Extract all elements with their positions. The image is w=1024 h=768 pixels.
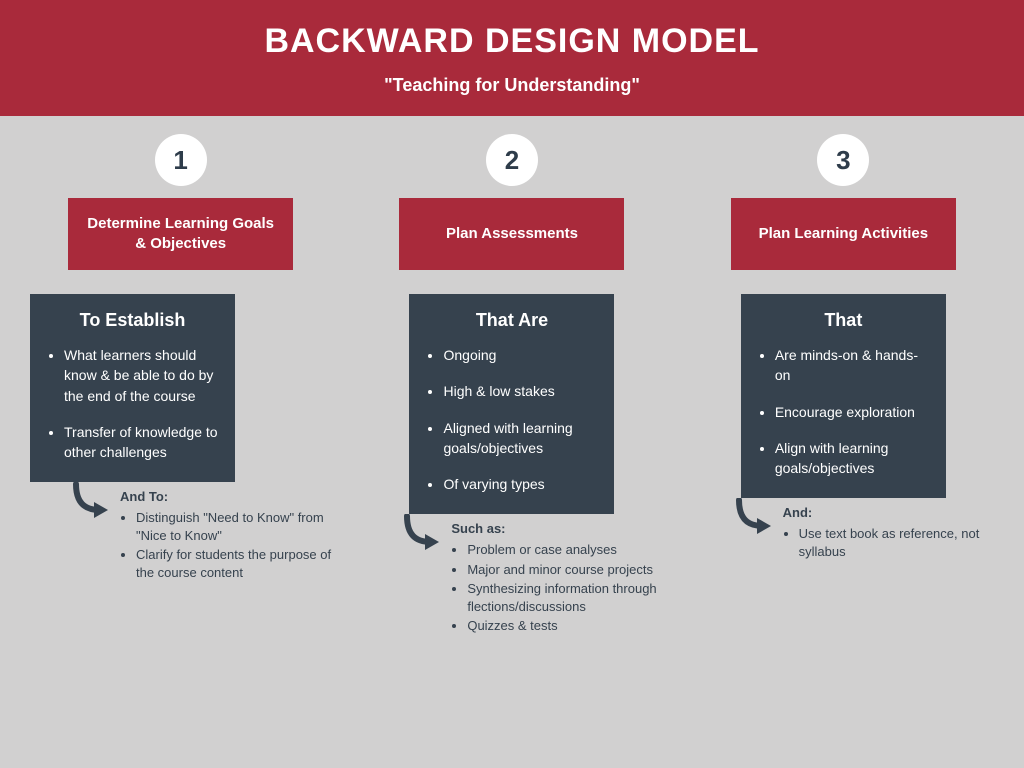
footer-block: And: Use text book as reference, not syl… — [693, 504, 994, 562]
footer-text: And To: Distinguish "Need to Know" from … — [120, 488, 331, 583]
page-title: BACKWARD DESIGN MODEL — [0, 22, 1024, 61]
detail-list: What learners should know & be able to d… — [46, 345, 219, 462]
page-subtitle: "Teaching for Understanding" — [0, 75, 1024, 96]
footer-lead: And To: — [120, 488, 331, 506]
detail-box: That Are minds-on & hands-on Encourage e… — [741, 294, 946, 498]
step-title: Plan Learning Activities — [731, 198, 956, 270]
list-item: Are minds-on & hands-on — [775, 345, 930, 386]
list-item: Quizzes & tests — [467, 617, 662, 635]
arrow-icon — [733, 498, 777, 538]
column-3: 3 Plan Learning Activities That Are mind… — [693, 134, 994, 637]
footer-text: Such as: Problem or case analyses Major … — [451, 520, 662, 636]
detail-list: Are minds-on & hands-on Encourage explor… — [757, 345, 930, 478]
step-title: Plan Assessments — [399, 198, 624, 270]
footer-lead: Such as: — [451, 520, 662, 538]
arrow-icon — [70, 482, 114, 522]
step-number-badge: 3 — [817, 134, 869, 186]
footer-list: Problem or case analyses Major and minor… — [451, 541, 662, 635]
footer-block: Such as: Problem or case analyses Major … — [361, 520, 662, 636]
footer-text: And: Use text book as reference, not syl… — [783, 504, 994, 562]
detail-heading: That Are — [425, 310, 598, 331]
list-item: Align with learning goals/objectives — [775, 438, 930, 479]
detail-list: Ongoing High & low stakes Aligned with l… — [425, 345, 598, 494]
list-item: Synthesizing information through flectio… — [467, 580, 662, 615]
list-item: Use text book as reference, not syllabus — [799, 525, 994, 560]
header: BACKWARD DESIGN MODEL "Teaching for Unde… — [0, 0, 1024, 116]
detail-box: To Establish What learners should know &… — [30, 294, 235, 482]
list-item: Distinguish "Need to Know" from "Nice to… — [136, 509, 331, 544]
step-title: Determine Learning Goals & Objectives — [68, 198, 293, 270]
list-item: Transfer of knowledge to other challenge… — [64, 422, 219, 463]
list-item: Aligned with learning goals/objectives — [443, 418, 598, 459]
list-item: What learners should know & be able to d… — [64, 345, 219, 406]
detail-heading: To Establish — [46, 310, 219, 331]
footer-list: Use text book as reference, not syllabus — [783, 525, 994, 560]
footer-lead: And: — [783, 504, 994, 522]
arrow-icon — [401, 514, 445, 554]
list-item: High & low stakes — [443, 381, 598, 401]
columns-container: 1 Determine Learning Goals & Objectives … — [0, 116, 1024, 637]
list-item: Major and minor course projects — [467, 561, 662, 579]
list-item: Encourage exploration — [775, 402, 930, 422]
step-number-badge: 1 — [155, 134, 207, 186]
column-1: 1 Determine Learning Goals & Objectives … — [30, 134, 331, 637]
list-item: Problem or case analyses — [467, 541, 662, 559]
detail-heading: That — [757, 310, 930, 331]
detail-box: That Are Ongoing High & low stakes Align… — [409, 294, 614, 514]
list-item: Ongoing — [443, 345, 598, 365]
footer-list: Distinguish "Need to Know" from "Nice to… — [120, 509, 331, 581]
footer-block: And To: Distinguish "Need to Know" from … — [30, 488, 331, 583]
column-2: 2 Plan Assessments That Are Ongoing High… — [361, 134, 662, 637]
list-item: Of varying types — [443, 474, 598, 494]
list-item: Clarify for students the purpose of the … — [136, 546, 331, 581]
step-number-badge: 2 — [486, 134, 538, 186]
